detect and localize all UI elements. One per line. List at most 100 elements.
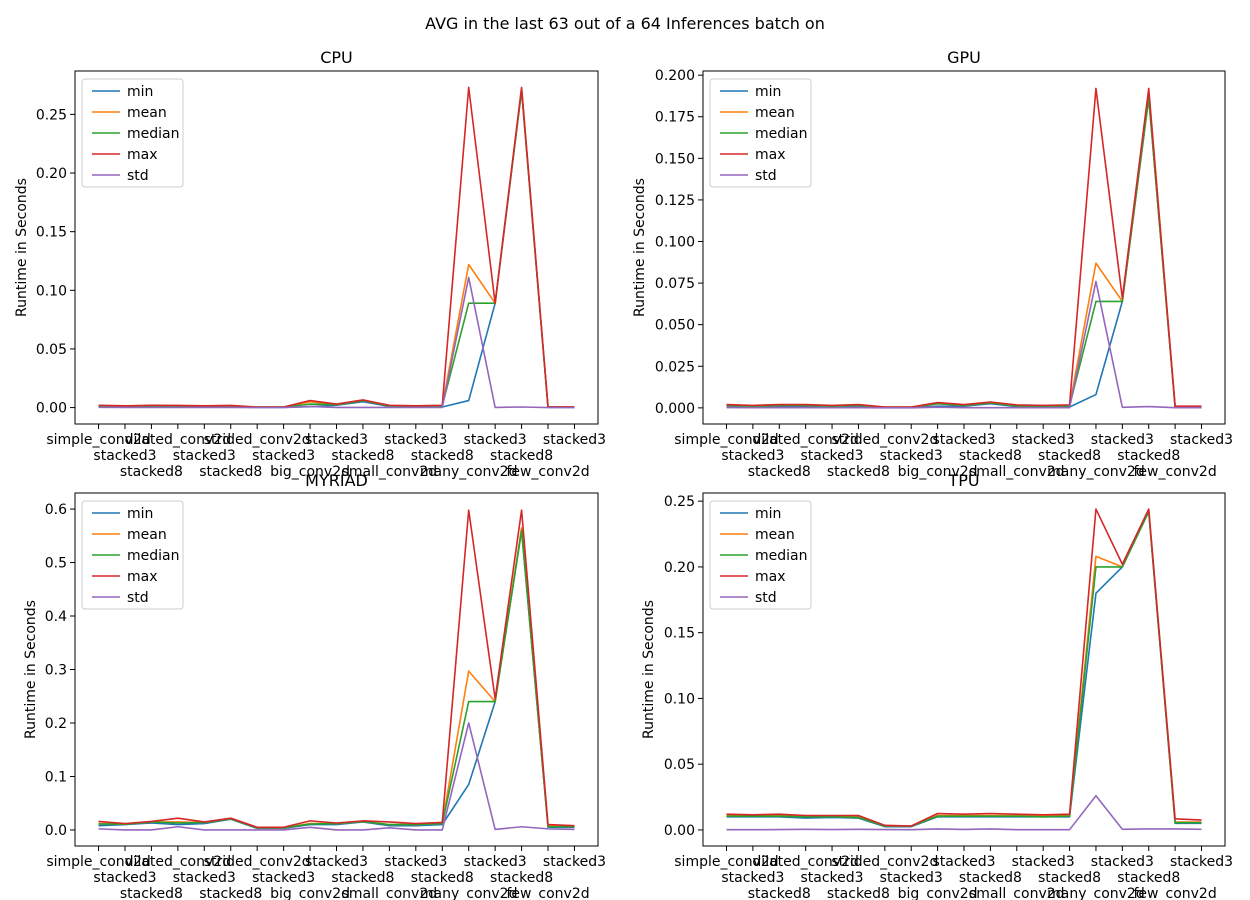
chart-panel-tpu: TPU Runtime in Seconds 0.00 0.05 0.10 0.15 0.2… bbox=[641, 471, 1233, 900]
x-tick-label: simple_conv2d bbox=[674, 432, 778, 448]
y-axis-label: Runtime in Seconds bbox=[632, 178, 648, 317]
legend-box bbox=[709, 500, 812, 610]
x-tick-label: stacked8 bbox=[490, 870, 553, 886]
series-line-max bbox=[98, 86, 575, 408]
x-tick-label: stacked8 bbox=[827, 464, 890, 480]
x-tick-label: many_conv2d bbox=[1047, 886, 1145, 900]
x-tick-label: stacked3 bbox=[1091, 854, 1154, 870]
y-axis-label: Runtime in Seconds bbox=[641, 600, 657, 739]
y-axis-label: Runtime in Seconds bbox=[23, 600, 39, 739]
x-tick-label: stacked8 bbox=[120, 886, 183, 900]
x-tick-label: stacked3 bbox=[1091, 432, 1154, 448]
x-tick-label: big_conv2d bbox=[270, 464, 350, 480]
x-tick-label: stacked8 bbox=[827, 886, 890, 900]
x-tick-label: stacked8 bbox=[199, 886, 262, 900]
legend-label-median: median bbox=[755, 548, 807, 564]
x-tick-label: stacked8 bbox=[1117, 448, 1180, 464]
x-tick-label: strided_conv2d bbox=[831, 432, 938, 448]
y-tick-label: 0.5 bbox=[45, 556, 67, 572]
series-line-std bbox=[726, 794, 1202, 831]
legend-box bbox=[81, 500, 184, 610]
chart-panel-myriad: MYRIAD Runtime in Seconds 0.0 0.1 0.2 0.3 0.4 0… bbox=[23, 471, 606, 900]
series-line-std bbox=[98, 276, 575, 409]
x-tick-label: stacked8 bbox=[199, 464, 262, 480]
legend-label-std: std bbox=[127, 590, 149, 606]
legend-label-median: median bbox=[127, 126, 179, 142]
x-tick-label: stacked8 bbox=[959, 448, 1022, 464]
legend-label-max: max bbox=[755, 569, 786, 585]
y-tick-label: 0.25 bbox=[664, 494, 695, 510]
x-tick-label: many_conv2d bbox=[1047, 464, 1145, 480]
x-tick-label: dilated_conv2d bbox=[752, 432, 858, 448]
x-tick-label: stacked3 bbox=[252, 448, 315, 464]
y-tick-label: 0.3 bbox=[45, 663, 67, 679]
x-tick-label: stacked3 bbox=[1170, 854, 1233, 870]
x-tick-label: stacked3 bbox=[252, 870, 315, 886]
legend-label-min: min bbox=[755, 84, 781, 100]
y-tick-label: 0.4 bbox=[45, 609, 67, 625]
x-tick-label: stacked3 bbox=[1012, 854, 1075, 870]
x-tick-label: stacked3 bbox=[1012, 432, 1075, 448]
series-line-std bbox=[726, 280, 1202, 409]
legend-label-std: std bbox=[755, 168, 777, 184]
x-tick-label: stacked3 bbox=[173, 870, 236, 886]
y-tick-label: 0.00 bbox=[664, 823, 695, 839]
series-line-median bbox=[726, 95, 1202, 409]
legend-label-min: min bbox=[755, 506, 781, 522]
x-tick-label: stacked3 bbox=[173, 448, 236, 464]
legend-label-mean: mean bbox=[755, 105, 795, 121]
x-tick-label: stacked8 bbox=[1117, 870, 1180, 886]
y-tick-label: 0.20 bbox=[664, 560, 695, 576]
x-tick-label: stacked8 bbox=[1038, 448, 1101, 464]
legend-label-median: median bbox=[127, 548, 179, 564]
chart-title: MYRIAD bbox=[305, 471, 368, 490]
y-tick-label: 0.10 bbox=[36, 283, 67, 299]
x-tick-label: stacked3 bbox=[932, 854, 995, 870]
x-tick-label: stacked3 bbox=[801, 870, 864, 886]
x-tick-label: few_conv2d bbox=[1134, 464, 1217, 480]
x-tick-label: stacked3 bbox=[464, 854, 527, 870]
x-tick-label: many_conv2d bbox=[420, 886, 518, 900]
x-tick-label: stacked8 bbox=[331, 448, 394, 464]
y-tick-label: 0.15 bbox=[36, 225, 67, 241]
x-tick-label: stacked3 bbox=[801, 448, 864, 464]
chart-title: TPU bbox=[947, 471, 979, 490]
legend-box bbox=[709, 78, 812, 188]
y-tick-label: 0.175 bbox=[655, 110, 695, 126]
legend-label-median: median bbox=[755, 126, 807, 142]
legend-label-mean: mean bbox=[755, 527, 795, 543]
plot-frame bbox=[702, 492, 1226, 847]
x-tick-label: strided_conv2d bbox=[831, 854, 938, 870]
x-tick-label: small_conv2d bbox=[969, 886, 1065, 900]
y-tick-label: 0.1 bbox=[45, 769, 67, 785]
y-tick-label: 0.025 bbox=[655, 359, 695, 375]
legend: min mean median max std bbox=[709, 500, 812, 610]
x-tick-label: stacked8 bbox=[120, 464, 183, 480]
x-tick-label: big_conv2d bbox=[270, 886, 350, 900]
x-tick-label: stacked3 bbox=[305, 854, 368, 870]
x-tick-label: stacked8 bbox=[1038, 870, 1101, 886]
x-tick-label: small_conv2d bbox=[969, 464, 1065, 480]
x-tick-label: strided_conv2d bbox=[204, 854, 311, 870]
series-line-max bbox=[726, 87, 1202, 408]
y-tick-label: 0.05 bbox=[36, 342, 67, 358]
x-tick-label: stacked3 bbox=[1170, 432, 1233, 448]
x-tick-label: stacked3 bbox=[721, 870, 784, 886]
x-tick-label: simple_conv2d bbox=[46, 432, 150, 448]
y-tick-label: 0.10 bbox=[664, 691, 695, 707]
legend: min mean median max std bbox=[709, 78, 812, 188]
x-tick-label: stacked8 bbox=[959, 870, 1022, 886]
plot-frame bbox=[74, 492, 599, 847]
legend: min mean median max std bbox=[81, 500, 184, 610]
x-tick-label: stacked8 bbox=[490, 448, 553, 464]
x-tick-label: stacked3 bbox=[932, 432, 995, 448]
legend-label-min: min bbox=[127, 506, 153, 522]
legend-label-mean: mean bbox=[127, 105, 167, 121]
y-tick-label: 0.050 bbox=[655, 318, 695, 334]
legend-label-max: max bbox=[755, 147, 786, 163]
x-tick-label: dilated_conv2d bbox=[125, 854, 231, 870]
x-tick-label: dilated_conv2d bbox=[752, 854, 858, 870]
x-tick-label: few_conv2d bbox=[506, 464, 589, 480]
x-tick-label: simple_conv2d bbox=[46, 854, 150, 870]
